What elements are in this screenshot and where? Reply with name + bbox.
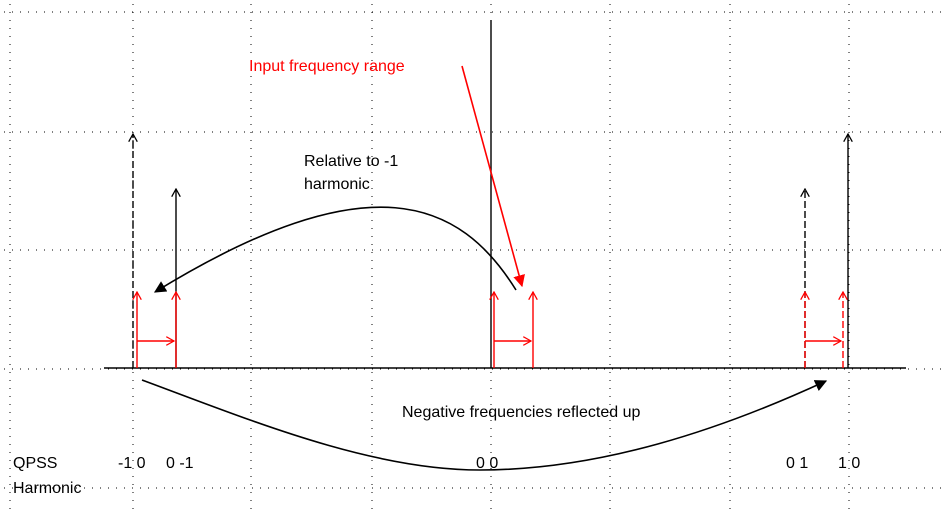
input-range-pointer [461,65,525,288]
harmonic-arrows [133,20,848,368]
qpss-label: QPSS [13,455,58,472]
negative-frequencies-label: Negative frequencies reflected up [402,404,641,421]
harmonic-index-1-0: 1 0 [838,455,861,472]
input-range-group-p1 [805,292,843,368]
grid [4,4,945,512]
harmonic-label: Harmonic [13,480,82,497]
input-range-group-m1 [137,292,176,368]
reflection-curve-arrow [141,379,828,471]
input-range-group-0 [494,292,533,368]
relative-curve-arrow [153,206,517,293]
harmonic-index-m1-0: -1 0 [118,455,146,472]
harmonic-index-0-1: 0 1 [786,455,809,472]
relative-label-line2: harmonic [304,176,370,193]
harmonic-index-0-0: 0 0 [476,455,499,472]
relative-label-line1: Relative to -1 [304,153,399,170]
harmonic-index-0-m1: 0 -1 [166,455,194,472]
input-range-label: Input frequency range [249,58,405,75]
